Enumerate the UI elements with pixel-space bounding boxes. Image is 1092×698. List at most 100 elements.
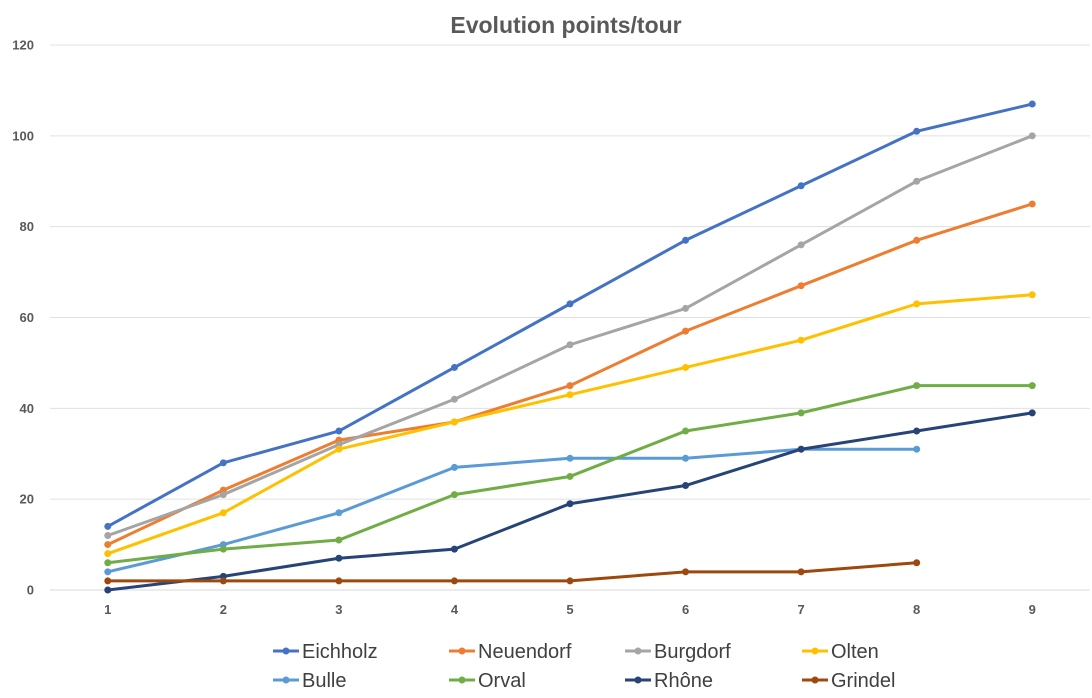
data-point bbox=[450, 545, 458, 553]
data-point bbox=[566, 454, 574, 462]
x-tick-label: 5 bbox=[566, 602, 573, 617]
data-point bbox=[450, 395, 458, 403]
data-point bbox=[913, 445, 921, 453]
data-point bbox=[797, 336, 805, 344]
data-point bbox=[104, 532, 112, 539]
data-point bbox=[335, 536, 343, 544]
x-tick-label: 8 bbox=[913, 602, 920, 617]
x-tick-label: 6 bbox=[682, 602, 689, 617]
series-rhône bbox=[104, 409, 1036, 594]
data-point bbox=[797, 409, 805, 417]
data-point bbox=[104, 550, 112, 558]
data-point bbox=[104, 559, 112, 567]
data-point bbox=[797, 282, 805, 290]
y-tick-label: 100 bbox=[12, 128, 34, 143]
data-point bbox=[1028, 200, 1036, 208]
data-point bbox=[219, 577, 227, 585]
legend-item: Rhône bbox=[625, 670, 713, 692]
data-point bbox=[1028, 382, 1036, 390]
legend-label: Neuendorf bbox=[478, 641, 572, 663]
legend-swatch-marker bbox=[811, 647, 819, 655]
x-tick-label: 7 bbox=[797, 602, 804, 617]
series-orval bbox=[104, 382, 1036, 567]
legend-label: Eichholz bbox=[302, 641, 378, 663]
data-point bbox=[1028, 291, 1036, 299]
data-point bbox=[566, 500, 574, 508]
data-point bbox=[913, 382, 921, 390]
data-point bbox=[682, 427, 690, 435]
data-point bbox=[566, 341, 574, 349]
legend-item: Eichholz bbox=[273, 641, 378, 663]
data-point bbox=[797, 182, 805, 190]
data-point bbox=[1028, 100, 1036, 108]
legend-label: Bulle bbox=[302, 670, 346, 692]
legend-item: Orval bbox=[449, 670, 526, 692]
y-axis: 0 20 40 60 80 100 120 bbox=[12, 38, 34, 598]
x-tick-label: 3 bbox=[335, 602, 342, 617]
data-point bbox=[797, 445, 805, 453]
gridlines bbox=[50, 44, 1090, 591]
data-point bbox=[104, 541, 112, 549]
data-point bbox=[219, 509, 227, 517]
data-point bbox=[566, 472, 574, 480]
data-point bbox=[450, 463, 458, 471]
series-layer bbox=[104, 100, 1036, 594]
data-point bbox=[682, 327, 690, 335]
chart-title: Evolution points/tour bbox=[450, 12, 681, 38]
data-point bbox=[566, 300, 574, 308]
data-point bbox=[1028, 409, 1036, 417]
series-olten bbox=[104, 291, 1036, 558]
legend-swatch-marker bbox=[811, 676, 819, 684]
data-point bbox=[566, 577, 574, 585]
legend-item: Neuendorf bbox=[449, 641, 572, 663]
series-line bbox=[106, 102, 1034, 528]
series-neuendorf bbox=[104, 200, 1036, 549]
data-point bbox=[335, 577, 343, 585]
legend-swatch-marker bbox=[634, 676, 642, 684]
data-point bbox=[450, 577, 458, 585]
series-grindel bbox=[104, 559, 921, 585]
data-point bbox=[913, 236, 921, 244]
data-point bbox=[566, 391, 574, 399]
series-line bbox=[106, 202, 1034, 547]
data-point bbox=[913, 300, 921, 308]
data-point bbox=[335, 554, 343, 562]
legend-swatch-marker bbox=[458, 676, 466, 684]
data-point bbox=[335, 427, 343, 435]
legend-label: Burgdorf bbox=[654, 641, 731, 663]
x-axis: 1 2 3 4 5 6 7 8 9 bbox=[104, 602, 1036, 617]
data-point bbox=[104, 568, 112, 576]
data-point bbox=[104, 577, 112, 585]
data-point bbox=[682, 568, 690, 576]
y-tick-label: 20 bbox=[20, 492, 34, 507]
data-point bbox=[219, 491, 227, 499]
legend-swatch-marker bbox=[458, 647, 466, 655]
y-tick-label: 80 bbox=[20, 219, 34, 234]
data-point bbox=[450, 491, 458, 499]
y-tick-label: 0 bbox=[27, 583, 34, 598]
y-tick-label: 40 bbox=[20, 401, 34, 416]
y-tick-label: 60 bbox=[20, 310, 34, 325]
data-point bbox=[335, 509, 343, 517]
data-point bbox=[682, 454, 690, 462]
legend-item: Bulle bbox=[273, 670, 346, 692]
data-point bbox=[682, 236, 690, 244]
data-point bbox=[682, 304, 690, 312]
series-line bbox=[106, 561, 919, 583]
legend-label: Olten bbox=[831, 641, 879, 663]
data-point bbox=[1028, 132, 1036, 140]
data-point bbox=[682, 482, 690, 490]
data-point bbox=[913, 127, 921, 135]
data-point bbox=[913, 559, 921, 567]
legend-label: Rhône bbox=[654, 670, 713, 692]
data-point bbox=[566, 382, 574, 390]
x-tick-label: 9 bbox=[1029, 602, 1036, 617]
data-point bbox=[219, 545, 227, 553]
legend-swatch-marker bbox=[282, 676, 290, 684]
legend: Eichholz Neuendorf Burgdorf Olten Bulle Orval… bbox=[273, 641, 895, 692]
x-tick-label: 1 bbox=[104, 602, 111, 617]
data-point bbox=[450, 418, 458, 426]
legend-label: Orval bbox=[478, 670, 526, 692]
legend-swatch-marker bbox=[282, 647, 290, 655]
